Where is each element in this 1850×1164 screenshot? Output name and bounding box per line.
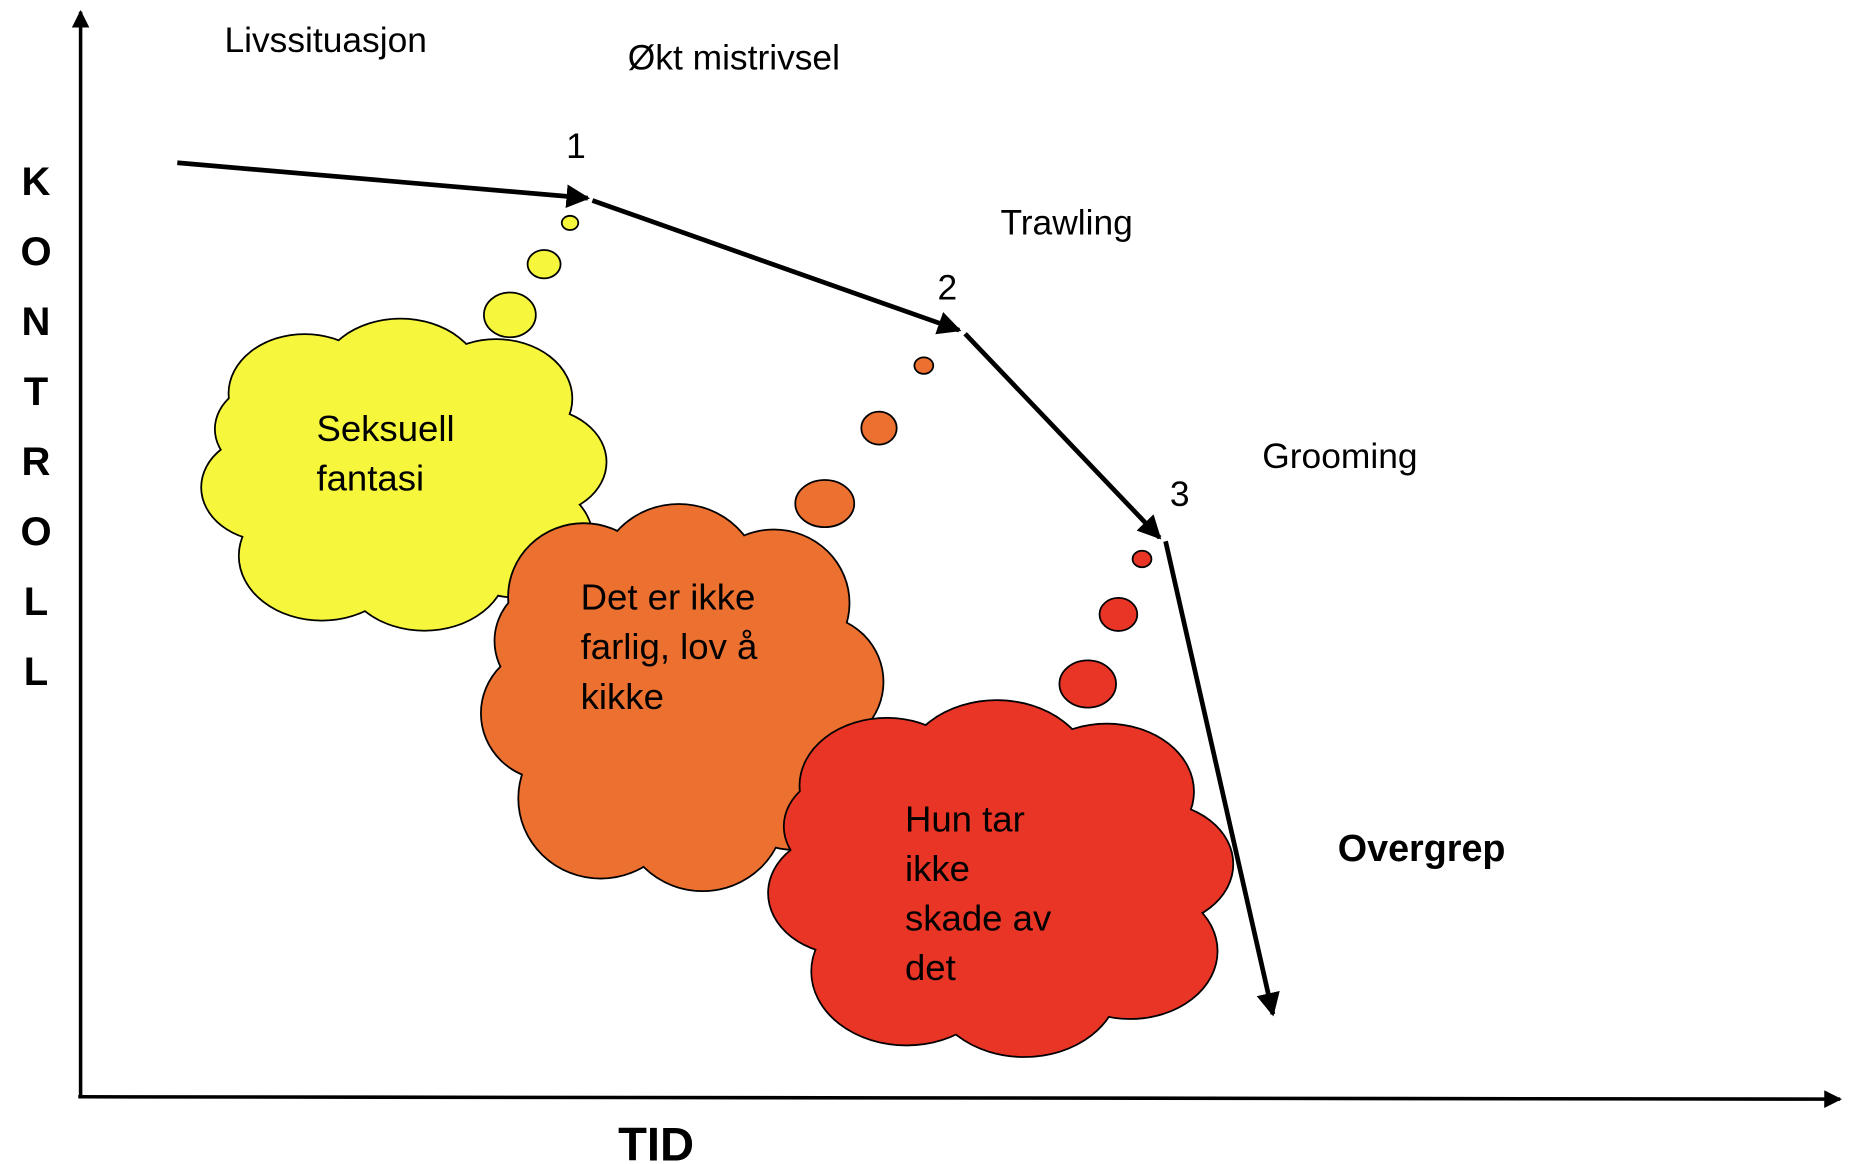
- arrow: [965, 334, 1160, 538]
- thought-bubble: [528, 250, 561, 278]
- arrow: [592, 200, 959, 330]
- cloud-text: fantasi: [316, 458, 424, 499]
- thought-bubble: [1059, 660, 1116, 707]
- thought-bubble: [914, 357, 933, 374]
- cloud-text: Hun tar: [905, 798, 1025, 839]
- thought-bubble: [1133, 551, 1152, 568]
- thought-bubble: [861, 412, 896, 445]
- x-axis: [78, 1097, 1840, 1099]
- cloud-text: kikke: [581, 676, 664, 717]
- thought-bubble: [484, 292, 536, 337]
- cloud-text: Det er ikke: [581, 577, 756, 618]
- stage-label: Trawling: [1000, 204, 1132, 243]
- cloud-text: skade av: [905, 897, 1052, 938]
- thought-bubble: [1100, 598, 1138, 631]
- stage-label: Overgrep: [1338, 827, 1506, 869]
- cloud-text: Seksuell: [316, 408, 454, 449]
- step-number: 2: [938, 269, 958, 308]
- arrow: [177, 163, 587, 198]
- step-number: 1: [566, 127, 586, 166]
- clouds: Seksuell fantasi Det er ikke farlig, lov å k…: [202, 216, 1232, 1056]
- cloud-text: ikke: [905, 848, 970, 889]
- x-axis-label: TID: [618, 1117, 694, 1164]
- stage-label: Økt mistrivsel: [628, 39, 840, 78]
- stage-label: Livssituasjon: [224, 21, 426, 60]
- y-axis-label: KONTROLL: [15, 160, 57, 720]
- canvas: Seksuell fantasi Det er ikke farlig, lov å k…: [0, 0, 1850, 1164]
- stage-label: Grooming: [1262, 437, 1417, 476]
- thought-bubble: [562, 216, 579, 230]
- diagram: Seksuell fantasi Det er ikke farlig, lov å k…: [0, 0, 1850, 1164]
- cloud-text: det: [905, 947, 956, 988]
- thought-bubble: [795, 480, 854, 527]
- cloud-text: farlig, lov å: [581, 626, 758, 667]
- step-number: 3: [1170, 475, 1190, 514]
